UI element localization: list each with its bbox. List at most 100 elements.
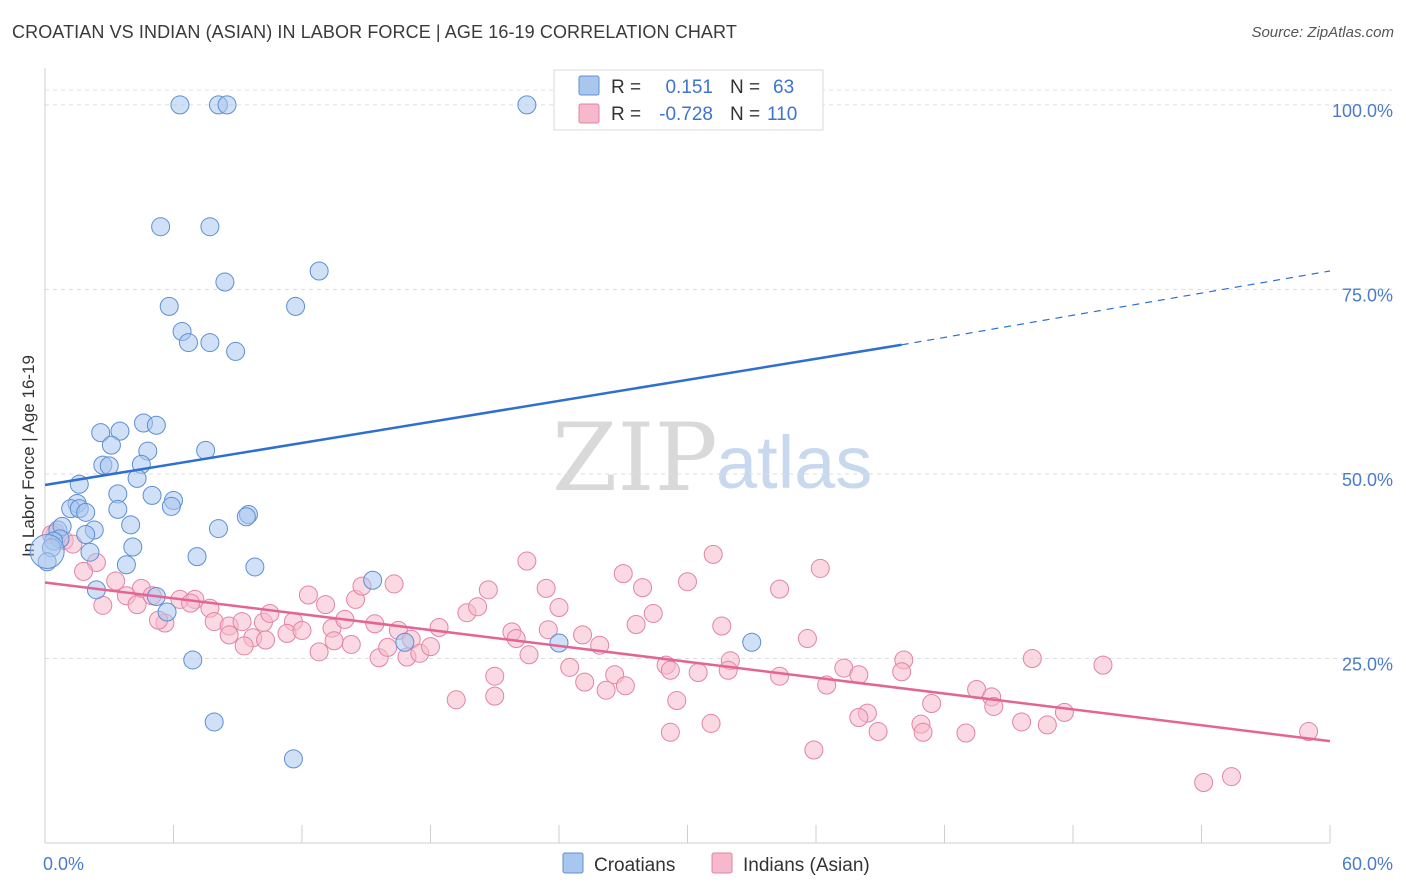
legend-swatch-croatians bbox=[578, 75, 600, 96]
croatians-point bbox=[204, 712, 224, 732]
indians-point bbox=[615, 676, 635, 696]
indians-point bbox=[810, 558, 830, 578]
y-tick-label: 100.0% bbox=[1332, 101, 1393, 121]
watermark-atlas: atlas bbox=[716, 421, 872, 504]
indians-point bbox=[868, 722, 888, 742]
indians-point bbox=[613, 564, 633, 584]
croatians-point bbox=[226, 341, 246, 361]
trend-lines bbox=[44, 270, 1331, 743]
legend-n-label-1: N = bbox=[730, 77, 760, 98]
indians-point bbox=[913, 722, 933, 742]
indians-point bbox=[309, 642, 329, 662]
y-tick-label: 50.0% bbox=[1342, 470, 1393, 490]
bottom-legend-swatch-croatians bbox=[562, 852, 584, 874]
indians-trend-line bbox=[44, 581, 1331, 743]
croatians-point bbox=[76, 502, 96, 522]
croatians-point bbox=[178, 333, 198, 353]
croatians-point bbox=[159, 296, 179, 316]
indians-point bbox=[797, 629, 817, 649]
croatians-point bbox=[245, 557, 265, 577]
x-tick-label-max: 60.0% bbox=[1342, 854, 1393, 874]
indians-point bbox=[429, 617, 449, 637]
y-axis-label: In Labor Force | Age 16-19 bbox=[19, 355, 38, 557]
indians-point bbox=[446, 690, 466, 710]
indians-point bbox=[1037, 715, 1057, 735]
croatians-point bbox=[208, 519, 228, 539]
bottom-legend-indians: Indians (Asian) bbox=[743, 855, 870, 876]
indians-point bbox=[575, 672, 595, 692]
indians-point bbox=[485, 686, 505, 706]
indians-point bbox=[292, 620, 312, 640]
croatians-point bbox=[742, 632, 762, 652]
series-legend: Croatians Indians (Asian) bbox=[562, 852, 870, 876]
indians-point bbox=[1194, 772, 1214, 792]
indians-point bbox=[922, 694, 942, 713]
legend-n-value-2: 110 bbox=[767, 104, 797, 125]
croatians-point bbox=[146, 415, 166, 435]
indians-point bbox=[234, 636, 254, 656]
indians-point bbox=[485, 666, 505, 686]
croatians-point bbox=[200, 217, 220, 237]
indians-point bbox=[506, 629, 526, 649]
croatians-trend-extension bbox=[901, 270, 1331, 346]
croatians-point bbox=[517, 95, 537, 115]
indians-point bbox=[106, 571, 126, 591]
indians-point bbox=[596, 680, 616, 700]
croatians-point bbox=[80, 542, 100, 562]
indians-point bbox=[324, 631, 344, 651]
croatians-point bbox=[187, 547, 207, 567]
indians-point bbox=[849, 708, 869, 728]
croatians-point bbox=[217, 95, 237, 115]
croatians-point bbox=[76, 524, 96, 544]
series-indians-asian bbox=[41, 523, 1319, 792]
croatians-point bbox=[161, 496, 181, 516]
croatians-point bbox=[283, 749, 303, 769]
y-tick-label: 25.0% bbox=[1342, 654, 1393, 674]
indians-point bbox=[770, 666, 790, 686]
indians-point bbox=[678, 572, 697, 592]
indians-point bbox=[1093, 655, 1113, 675]
chart-source: Source: ZipAtlas.com bbox=[1251, 24, 1394, 41]
indians-point bbox=[127, 595, 147, 615]
croatians-point bbox=[157, 602, 177, 622]
indians-point bbox=[316, 595, 336, 615]
indians-point bbox=[984, 696, 1004, 716]
indians-point bbox=[703, 544, 723, 564]
croatians-point bbox=[200, 333, 220, 353]
indians-point bbox=[538, 620, 558, 640]
indians-point bbox=[770, 579, 790, 599]
indians-point bbox=[260, 603, 280, 623]
indians-point bbox=[1299, 722, 1319, 742]
croatians-point bbox=[123, 537, 143, 557]
croatians-point bbox=[142, 485, 162, 505]
croatians-point bbox=[101, 435, 121, 455]
indians-point bbox=[256, 630, 276, 650]
y-tick-label: 75.0% bbox=[1342, 285, 1393, 305]
croatians-point bbox=[99, 456, 119, 476]
legend-r-label-2: R = bbox=[611, 104, 641, 125]
indians-point bbox=[421, 637, 440, 657]
indians-point bbox=[219, 625, 239, 645]
indians-point bbox=[519, 645, 539, 665]
indians-point bbox=[478, 580, 498, 600]
indians-point bbox=[804, 740, 824, 760]
croatians-point bbox=[110, 421, 130, 441]
indians-point bbox=[660, 660, 680, 680]
croatians-point bbox=[151, 217, 171, 237]
croatians-point bbox=[549, 633, 569, 653]
indians-point bbox=[181, 593, 201, 613]
indians-point bbox=[626, 615, 646, 635]
indians-point bbox=[298, 585, 318, 605]
croatians-point bbox=[108, 499, 128, 519]
croatians-point bbox=[29, 533, 65, 569]
indians-point bbox=[517, 551, 537, 571]
indians-point bbox=[341, 634, 361, 654]
indians-point bbox=[232, 612, 252, 632]
indians-point bbox=[660, 722, 680, 742]
croatians-point bbox=[170, 95, 190, 115]
croatians-point bbox=[363, 570, 383, 590]
indians-point bbox=[1221, 767, 1241, 787]
chart-title: CROATIAN VS INDIAN (ASIAN) IN LABOR FORC… bbox=[12, 22, 737, 42]
legend-r-label-1: R = bbox=[611, 77, 641, 98]
